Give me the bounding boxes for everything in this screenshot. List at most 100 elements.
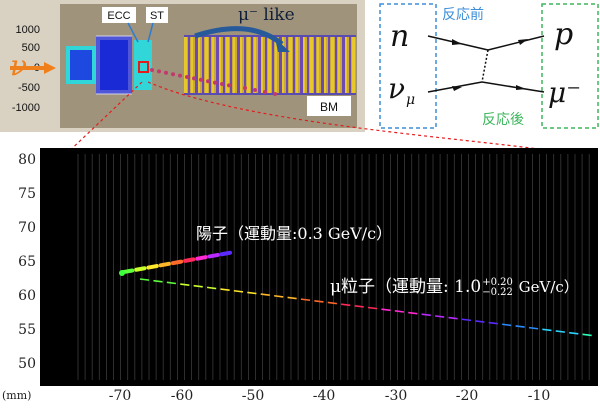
muon-segment xyxy=(354,305,364,308)
muon-segment xyxy=(287,296,297,300)
muon-hit xyxy=(178,73,182,78)
bm-stripe xyxy=(219,36,221,94)
muon-segment xyxy=(314,300,324,303)
muon-segment xyxy=(193,284,203,288)
muon-hit xyxy=(199,77,203,82)
arrow-nu xyxy=(452,86,462,91)
interaction-lines xyxy=(427,35,545,93)
after-box xyxy=(541,3,599,129)
bm-stripe xyxy=(198,36,200,94)
muon-hit xyxy=(253,88,257,92)
film-layer-lines xyxy=(77,154,590,380)
muon-segment xyxy=(461,318,472,322)
muon-label: μ粒子（運動量: 1.0 +0.20 −0.22 GeV/c） xyxy=(330,272,579,298)
proton-segment xyxy=(134,266,147,272)
proton-segment xyxy=(146,264,159,270)
muon-segment xyxy=(180,283,190,286)
after-label: 反応後 xyxy=(482,112,524,128)
bm-stripe xyxy=(205,36,208,94)
muon-label-sub: −0.22 xyxy=(482,286,513,298)
muon-segment xyxy=(233,289,244,293)
bm-stripe xyxy=(293,36,295,94)
bm-stripe xyxy=(324,36,326,94)
st-label-box xyxy=(146,7,168,23)
track-xtick-m10: -10 xyxy=(527,388,551,404)
muon-segment xyxy=(153,279,163,283)
bm-stripe xyxy=(247,36,250,94)
bm-stripe xyxy=(191,36,193,94)
bm-stripe xyxy=(342,36,345,94)
bm-stripe xyxy=(268,36,271,94)
muon-segment xyxy=(139,278,150,281)
bm-stripe xyxy=(275,36,277,94)
track-xtick-m30: -30 xyxy=(384,388,408,404)
track-ytick-80: 80 xyxy=(18,152,36,168)
st-label: ST xyxy=(150,10,164,22)
bm-stripe xyxy=(321,36,324,94)
track-xtick-m60: -60 xyxy=(170,388,194,404)
bm-stripe xyxy=(303,36,305,94)
muon-segment xyxy=(434,315,445,318)
muon-segment xyxy=(260,293,270,297)
bm-stripe xyxy=(202,36,204,94)
track-ytick-70: 70 xyxy=(18,220,36,236)
muon-like-label: μ⁻ like xyxy=(238,5,295,25)
muon-hit xyxy=(220,82,224,86)
before-label: 反応前 xyxy=(442,6,484,23)
bm-stripe xyxy=(296,36,298,94)
proton-track xyxy=(122,250,233,274)
bm-stripe xyxy=(212,36,214,94)
bm-stripe xyxy=(184,36,187,94)
muon-segment xyxy=(488,321,498,325)
bm-stripe xyxy=(331,36,334,94)
muon-hit xyxy=(164,70,168,75)
bm-stripe xyxy=(335,36,337,94)
muon-direction-arrowhead xyxy=(275,38,290,52)
bm-stripe xyxy=(310,36,313,94)
bm-stripe xyxy=(226,36,229,94)
track-plot xyxy=(77,154,592,380)
bm-stripe xyxy=(233,36,235,94)
before-box xyxy=(379,3,437,129)
detector-ytick-m500: -500 xyxy=(18,82,40,94)
ecc-label: ECC xyxy=(107,10,130,22)
muon-segment xyxy=(247,291,257,295)
muon-hit xyxy=(227,83,231,88)
bm-stripe xyxy=(261,36,263,94)
track-ytick-50: 50 xyxy=(18,356,36,372)
muon-segment xyxy=(381,308,391,312)
arrow-p xyxy=(518,39,528,45)
neutrino-symbol-feynman: ν xyxy=(388,72,405,105)
proton-segment xyxy=(170,259,184,266)
feynman-diagram: 反応前 反応後 n ν μ p μ⁻ xyxy=(379,3,599,129)
arrow-n xyxy=(452,39,462,45)
proton-segment xyxy=(207,252,220,259)
bm-stripe xyxy=(223,36,225,94)
bm-stripe xyxy=(349,36,351,94)
muon-label-sup: +0.20 xyxy=(482,276,513,288)
muon-segment xyxy=(475,320,485,323)
bm-stripe xyxy=(230,36,232,94)
baby-mind-module xyxy=(184,35,356,95)
muon-hit xyxy=(206,79,210,84)
muon-hit xyxy=(150,68,154,72)
muon-segment xyxy=(502,323,512,327)
bm-stripe xyxy=(279,36,282,94)
muon-symbol: μ⁻ xyxy=(548,76,581,109)
proton-symbol: p xyxy=(554,17,573,52)
neutrino-beam-arrow xyxy=(10,62,56,74)
muon-hit xyxy=(185,75,189,79)
muon-segment xyxy=(515,325,525,328)
track-xtick-m20: -20 xyxy=(455,388,479,404)
bm-stripe xyxy=(282,36,284,94)
muon-hit xyxy=(171,72,175,77)
bm-stripe xyxy=(352,36,355,94)
track-ytick-75: 75 xyxy=(18,186,36,202)
bm-stripe xyxy=(328,36,330,94)
bm-stripe xyxy=(289,36,292,94)
muon-segment xyxy=(448,316,458,320)
bm-stripe xyxy=(338,36,340,94)
muon-segment xyxy=(206,286,217,290)
muon-label-prefix: μ粒子（運動量: 1.0 xyxy=(330,277,482,297)
muon-segment xyxy=(327,301,337,305)
